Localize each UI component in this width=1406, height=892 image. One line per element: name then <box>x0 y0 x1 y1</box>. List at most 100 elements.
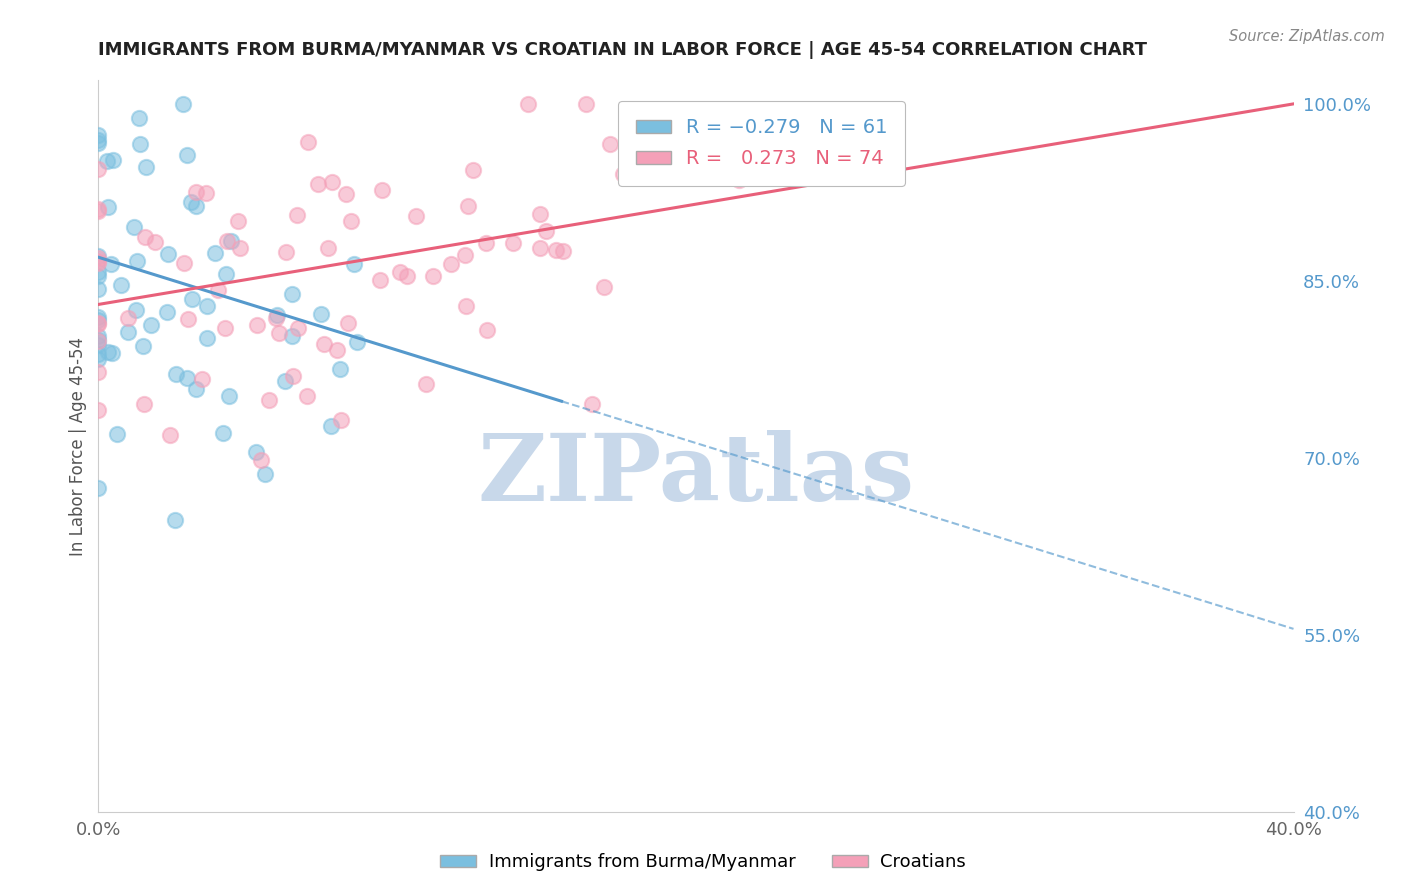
Point <box>184 383 207 397</box>
Point <box>422 269 444 284</box>
Point <box>195 331 218 345</box>
Point <box>599 136 621 151</box>
Point <box>728 172 751 186</box>
Point <box>340 214 363 228</box>
Point <box>134 229 156 244</box>
Point <box>87 352 110 367</box>
Point <box>180 292 202 306</box>
Point <box>87 402 110 417</box>
Point <box>184 185 207 199</box>
Point <box>371 183 394 197</box>
Point <box>87 136 110 150</box>
Point <box>281 287 304 301</box>
Point <box>215 234 238 248</box>
Point <box>87 202 110 216</box>
Point <box>128 137 150 152</box>
Point <box>314 337 336 351</box>
Point <box>254 467 277 481</box>
Point <box>267 326 290 340</box>
Point <box>117 325 139 339</box>
Point <box>176 371 198 385</box>
Point <box>218 388 240 402</box>
Point <box>87 481 110 495</box>
Point <box>266 309 288 323</box>
Point <box>330 413 353 427</box>
Point <box>454 299 477 313</box>
Point <box>135 160 157 174</box>
Point <box>226 213 249 227</box>
Point <box>395 268 418 283</box>
Point <box>534 224 557 238</box>
Point <box>110 278 132 293</box>
Point <box>212 426 235 441</box>
Point <box>87 133 110 147</box>
Point <box>87 281 110 295</box>
Point <box>132 397 155 411</box>
Point <box>195 299 218 313</box>
Point <box>553 244 575 258</box>
Point <box>264 310 287 325</box>
Point <box>87 329 110 343</box>
Point <box>581 397 603 411</box>
Point <box>321 418 343 433</box>
Point <box>87 333 110 347</box>
Point <box>87 347 110 361</box>
Point <box>107 426 129 441</box>
Point <box>297 135 319 149</box>
Point <box>96 154 118 169</box>
Point <box>87 365 110 379</box>
Point <box>228 241 250 255</box>
Point <box>163 513 186 527</box>
Point <box>214 320 236 334</box>
Point <box>730 134 752 148</box>
Point <box>329 361 352 376</box>
Point <box>245 445 267 459</box>
Point <box>157 247 180 261</box>
Point <box>156 305 179 319</box>
Point <box>346 334 368 349</box>
Point <box>87 203 110 218</box>
Point <box>295 389 318 403</box>
Point <box>502 235 524 250</box>
Point <box>309 307 332 321</box>
Point <box>87 269 110 284</box>
Y-axis label: In Labor Force | Age 45-54: In Labor Force | Age 45-54 <box>69 336 87 556</box>
Point <box>475 235 498 250</box>
Point <box>87 310 110 324</box>
Point <box>87 249 110 263</box>
Point <box>125 253 148 268</box>
Point <box>87 313 110 327</box>
Point <box>546 244 568 258</box>
Point <box>195 186 218 200</box>
Point <box>191 372 214 386</box>
Point <box>276 245 298 260</box>
Point <box>180 195 202 210</box>
Point <box>87 251 110 265</box>
Point <box>176 147 198 161</box>
Point <box>173 256 195 270</box>
Point <box>593 279 616 293</box>
Point <box>575 96 598 111</box>
Point <box>281 328 304 343</box>
Point <box>87 256 110 270</box>
Legend: R = −0.279   N = 61, R =   0.273   N = 74: R = −0.279 N = 61, R = 0.273 N = 74 <box>619 101 905 186</box>
Point <box>415 376 437 391</box>
Point <box>97 345 120 359</box>
Point <box>285 208 308 222</box>
Point <box>87 338 110 352</box>
Point <box>219 235 242 249</box>
Text: Source: ZipAtlas.com: Source: ZipAtlas.com <box>1229 29 1385 44</box>
Point <box>87 265 110 279</box>
Point <box>87 334 110 349</box>
Point <box>454 248 477 262</box>
Point <box>117 310 139 325</box>
Point <box>215 268 238 282</box>
Point <box>128 111 150 125</box>
Point <box>97 200 120 214</box>
Point <box>245 318 267 332</box>
Point <box>517 96 540 111</box>
Point <box>165 367 187 381</box>
Point <box>335 187 357 202</box>
Point <box>249 453 271 467</box>
Point <box>612 167 634 181</box>
